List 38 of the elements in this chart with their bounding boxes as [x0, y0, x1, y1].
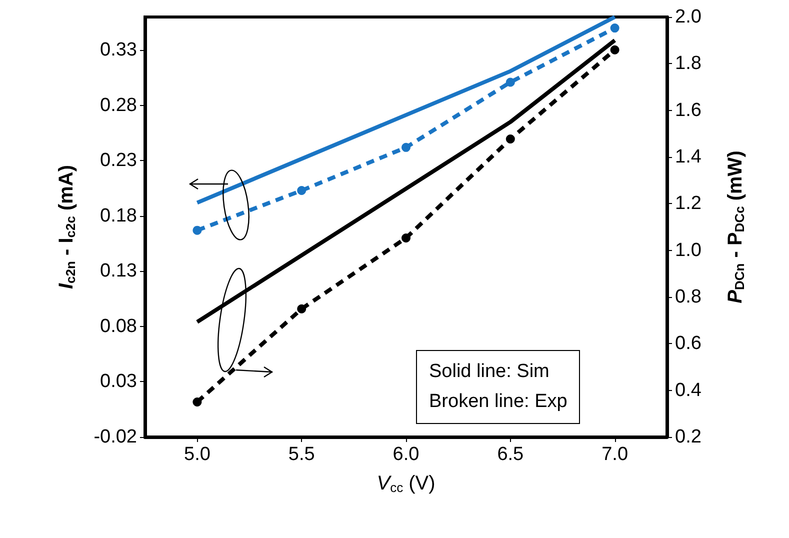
y2-tick-label: 1.4	[675, 146, 702, 168]
point	[402, 142, 410, 152]
annotation: Broken line: Exp	[429, 390, 568, 414]
point	[506, 78, 515, 87]
y2-tick-label: 1.2	[675, 193, 702, 214]
y2-tick-label: 2.0	[675, 6, 702, 28]
point	[297, 304, 306, 314]
y-tick-label: 0.33	[100, 40, 137, 61]
y2-tick-label: 1.0	[675, 240, 702, 261]
y2-tick-label: 0.8	[675, 286, 702, 308]
point	[192, 226, 202, 235]
point	[610, 24, 620, 33]
y-tick-label: 0.23	[100, 150, 137, 172]
y-tick-label: 0.03	[100, 371, 137, 392]
y2-tick-label: 0.6	[675, 333, 702, 354]
point	[192, 398, 202, 406]
point	[506, 134, 515, 144]
y-tick-label: 0.08	[100, 316, 137, 337]
y-axis-title: Ic2n - Ic2c (mA)	[56, 164, 78, 290]
x-tick-label: 7.0	[602, 444, 628, 465]
y2-axis-title: PDCn - PDCc (mW)	[724, 150, 747, 304]
y2-tick-label: 1.8	[675, 53, 702, 74]
point	[297, 186, 306, 196]
y2-tick-label: 1.6	[675, 100, 702, 121]
y-tick-label: 0.13	[100, 260, 137, 282]
y-tick-label: 0.18	[100, 205, 137, 226]
x-tick-label: 5.0	[184, 444, 210, 465]
y-tick-label: 0.28	[100, 94, 137, 116]
y2-tick-label: 0.4	[675, 380, 702, 401]
y-tick-label: -0.02	[94, 426, 137, 448]
point	[610, 45, 620, 54]
x-tick-label: 6.0	[392, 444, 420, 465]
x-tick-label: 6.5	[497, 444, 524, 465]
y2-tick-label: 0.2	[675, 426, 702, 448]
annotation: Solid line: Sim	[429, 360, 550, 384]
point	[402, 233, 410, 242]
x-tick-label: 5.5	[288, 444, 315, 465]
x-axis-title: Vcc (V)	[376, 472, 436, 495]
